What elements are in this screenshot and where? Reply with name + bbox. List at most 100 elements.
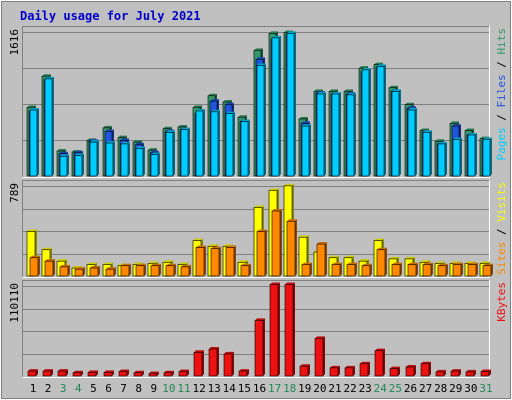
x-tick-label: 22 <box>343 382 356 395</box>
bar-pages-day-2 <box>44 76 54 177</box>
bar-kbytes-day-18 <box>284 282 295 377</box>
bar-pages-day-20 <box>316 92 326 177</box>
legend-entry: Pages <box>495 127 508 160</box>
bar-sites-day-11 <box>180 264 191 277</box>
bar-sites-day-3 <box>59 264 70 277</box>
x-axis-labels: 1 2 3 4 5 6 7 8 9 10 11 12 13 14 15 16 17 18 19 20 21 22 23 24 2… <box>30 382 493 395</box>
bar-kbytes-day-5 <box>87 370 98 377</box>
bar-kbytes-day-31 <box>480 369 491 377</box>
bar-sites-day-26 <box>407 262 418 277</box>
x-tick-label: 31 <box>479 382 492 395</box>
bar-pages-day-24 <box>376 64 386 177</box>
bar-kbytes-day-9 <box>148 371 159 377</box>
bar-kbytes-day-15 <box>238 369 249 377</box>
chart-panels: 1616 Pages / Files / Hits 789 Sites / Visit… <box>8 26 508 378</box>
x-tick-label: 13 <box>208 382 221 395</box>
x-tick-label: 6 <box>105 382 112 395</box>
bar-sites-day-21 <box>331 262 342 277</box>
bar-kbytes-day-16 <box>254 318 265 377</box>
bar-kbytes-day-10 <box>163 370 174 377</box>
legend-entry: / <box>495 108 508 128</box>
bar-pages-day-13 <box>210 109 220 177</box>
legend-entry: Sites <box>495 242 508 275</box>
x-tick-label: 5 <box>90 382 97 395</box>
x-tick-label: 21 <box>328 382 341 395</box>
x-tick-label: 16 <box>253 382 266 395</box>
bar-sites-day-19 <box>301 262 312 277</box>
bar-kbytes-day-13 <box>208 347 219 377</box>
x-tick-label: 17 <box>268 382 281 395</box>
chart-title: Daily usage for July 2021 <box>20 9 201 23</box>
bar-kbytes-day-22 <box>344 365 355 377</box>
bar-pages-day-17 <box>271 35 281 177</box>
bar-pages-day-12 <box>195 108 205 177</box>
x-tick-label: 19 <box>298 382 311 395</box>
bar-sites-day-7 <box>120 263 131 277</box>
bar-pages-day-18 <box>286 31 296 177</box>
bar-kbytes-day-20 <box>314 336 325 377</box>
bar-sites-day-24 <box>376 247 387 277</box>
bar-sites-day-23 <box>361 263 372 277</box>
bar-kbytes-day-6 <box>103 370 114 377</box>
bar-pages-day-10 <box>165 130 175 177</box>
bar-pages-day-28 <box>437 141 447 177</box>
bar-pages-day-26 <box>407 108 417 177</box>
bar-sites-day-5 <box>89 266 100 277</box>
x-tick-label: 1 <box>30 382 37 395</box>
x-tick-label: 30 <box>464 382 477 395</box>
bar-kbytes-day-24 <box>374 348 385 377</box>
bar-kbytes-day-7 <box>118 369 129 377</box>
x-tick-label: 4 <box>75 382 82 395</box>
x-tick-label: 8 <box>135 382 142 395</box>
legend-entry: Hits <box>495 28 508 55</box>
bar-kbytes-day-2 <box>42 369 53 377</box>
legend-entry: Files <box>495 74 508 107</box>
x-tick-label: 18 <box>283 382 296 395</box>
bar-pages-day-25 <box>391 89 401 177</box>
bar-sites-day-18 <box>286 219 297 277</box>
bar-kbytes-day-11 <box>178 369 189 377</box>
y-max-label: 789 <box>8 183 21 203</box>
x-tick-label: 3 <box>60 382 67 395</box>
x-tick-label: 27 <box>419 382 432 395</box>
panel-legend: Sites / Visits <box>495 182 508 275</box>
bar-pages-day-27 <box>422 130 432 177</box>
x-tick-label: 24 <box>374 382 388 395</box>
bar-pages-day-31 <box>482 137 492 177</box>
bar-sites-day-10 <box>165 263 176 277</box>
bar-sites-day-30 <box>467 262 478 277</box>
bar-kbytes-day-28 <box>435 369 446 377</box>
bar-pages-day-15 <box>240 119 250 177</box>
bar-pages-day-6 <box>105 141 115 177</box>
bar-kbytes-day-4 <box>72 370 83 377</box>
bar-kbytes-day-19 <box>299 364 310 377</box>
x-tick-label: 23 <box>359 382 372 395</box>
bar-pages-day-21 <box>331 92 341 177</box>
bar-sites-day-8 <box>135 263 146 277</box>
bar-sites-day-2 <box>44 259 55 277</box>
x-tick-label: 26 <box>404 382 417 395</box>
y-max-label: 1616 <box>8 29 21 56</box>
x-tick-label: 29 <box>449 382 462 395</box>
x-tick-label: 28 <box>434 382 447 395</box>
bar-sites-day-31 <box>482 263 493 277</box>
bar-sites-day-15 <box>240 263 251 277</box>
x-tick-label: 11 <box>177 382 190 395</box>
bar-pages-day-4 <box>74 153 84 177</box>
x-tick-label: 7 <box>120 382 127 395</box>
x-tick-label: 20 <box>313 382 326 395</box>
panel-legend: Pages / Files / Hits <box>495 28 508 161</box>
legend-entry: Visits <box>495 182 508 222</box>
x-tick-label: 9 <box>150 382 157 395</box>
bar-kbytes-day-23 <box>359 361 370 377</box>
bar-pages-day-11 <box>180 127 190 177</box>
bar-pages-day-29 <box>452 137 462 177</box>
bar-kbytes-day-26 <box>405 365 416 377</box>
bar-sites-day-17 <box>271 208 282 277</box>
bar-kbytes-day-17 <box>269 282 280 377</box>
bar-pages-day-8 <box>135 146 145 177</box>
legend-entry: / <box>495 222 508 242</box>
